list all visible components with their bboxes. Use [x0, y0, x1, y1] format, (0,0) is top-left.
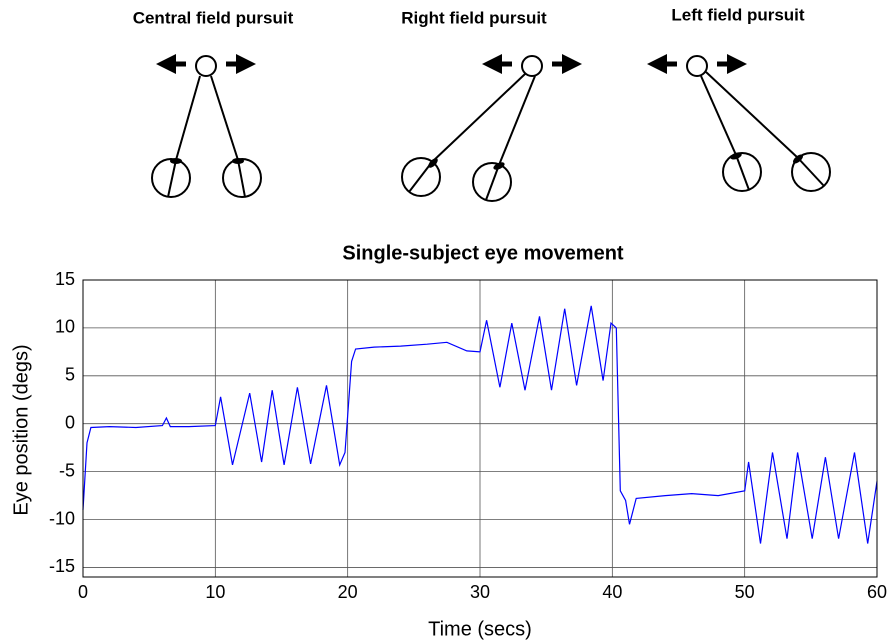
chart-title: Single-subject eye movement	[342, 242, 624, 264]
x-tick-label: 40	[602, 582, 622, 602]
x-tick-label: 60	[867, 582, 887, 602]
x-tick-label: 20	[338, 582, 358, 602]
diagram-title: Left field pursuit	[671, 5, 805, 24]
y-tick-label: -15	[49, 556, 75, 576]
x-tick-label: 50	[735, 582, 755, 602]
y-axis-label: Eye position (degs)	[10, 344, 32, 515]
diagram-right: Right field pursuit	[401, 8, 582, 202]
y-tick-label: 5	[65, 365, 75, 385]
data-line	[82, 305, 878, 544]
diagram-title: Central field pursuit	[133, 8, 294, 27]
y-tick-label: 15	[55, 269, 75, 289]
y-tick-label: -5	[59, 460, 75, 480]
x-axis-label: Time (secs)	[428, 618, 532, 640]
plot-frame	[82, 279, 878, 578]
x-tick-label: 0	[78, 582, 88, 602]
y-tick-label: -10	[49, 508, 75, 528]
x-tick-label: 10	[205, 582, 225, 602]
x-tick-label: 30	[470, 582, 490, 602]
diagram-left: Left field pursuit	[647, 5, 831, 192]
diagram-title: Right field pursuit	[401, 8, 547, 27]
diagram-central: Central field pursuit	[133, 8, 294, 198]
y-tick-label: 0	[65, 412, 75, 432]
y-tick-label: 10	[55, 317, 75, 337]
plot-area: -15 -10 -5 0 5 10 15 0 10 20 30 40 50 60	[49, 269, 887, 602]
